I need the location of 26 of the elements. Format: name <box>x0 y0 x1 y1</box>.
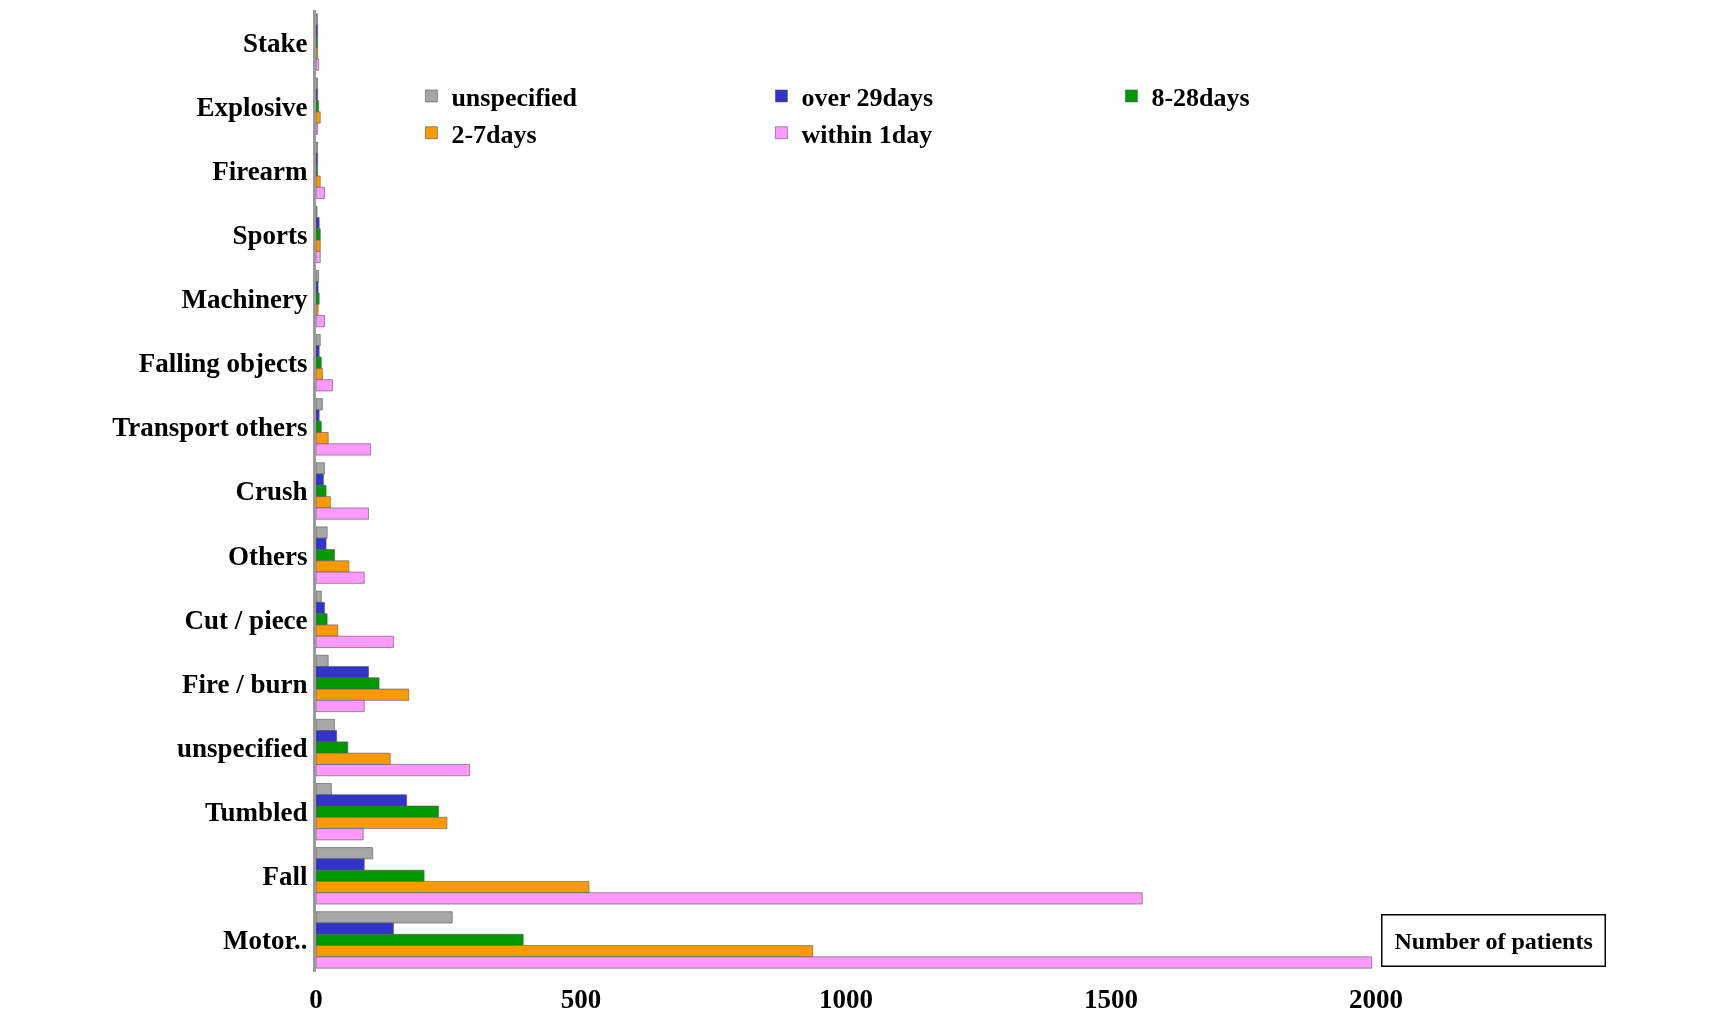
x-axis-title: Number of patients <box>1394 927 1593 954</box>
y-tick-label: Cut / piece <box>184 604 308 635</box>
x-tick-label: 2000 <box>1349 984 1403 1014</box>
legend-label: 8-28days <box>1151 83 1250 113</box>
legend-label: within 1day <box>801 119 933 149</box>
y-tick-label: Crush <box>235 476 308 507</box>
y-tick-label: Transport others <box>112 412 308 443</box>
y-tick-label: unspecified <box>177 732 308 763</box>
y-tick-label: Fall <box>262 861 309 892</box>
x-tick-label: 1500 <box>1084 984 1138 1014</box>
y-tick-label: Tumbled <box>205 797 308 828</box>
legend-label: 2-7days <box>451 119 537 149</box>
y-tick-label: Explosive <box>196 91 308 122</box>
y-tick-label: Motor.. <box>223 925 308 956</box>
y-tick-label: Falling objects <box>138 348 308 379</box>
y-tick-label: Machinery <box>181 284 309 315</box>
y-tick-label: Others <box>228 540 308 571</box>
y-tick-label: Sports <box>232 219 308 250</box>
legend-label: unspecified <box>451 83 578 113</box>
x-tick-label: 500 <box>560 984 602 1014</box>
y-tick-label: Fire / burn <box>182 668 308 699</box>
x-tick-label: 1000 <box>819 984 873 1014</box>
legend-label: over 29days <box>801 83 934 113</box>
x-tick-label: 0 <box>309 984 323 1014</box>
y-tick-label: Stake <box>243 27 308 58</box>
y-tick-label: Firearm <box>212 155 309 186</box>
